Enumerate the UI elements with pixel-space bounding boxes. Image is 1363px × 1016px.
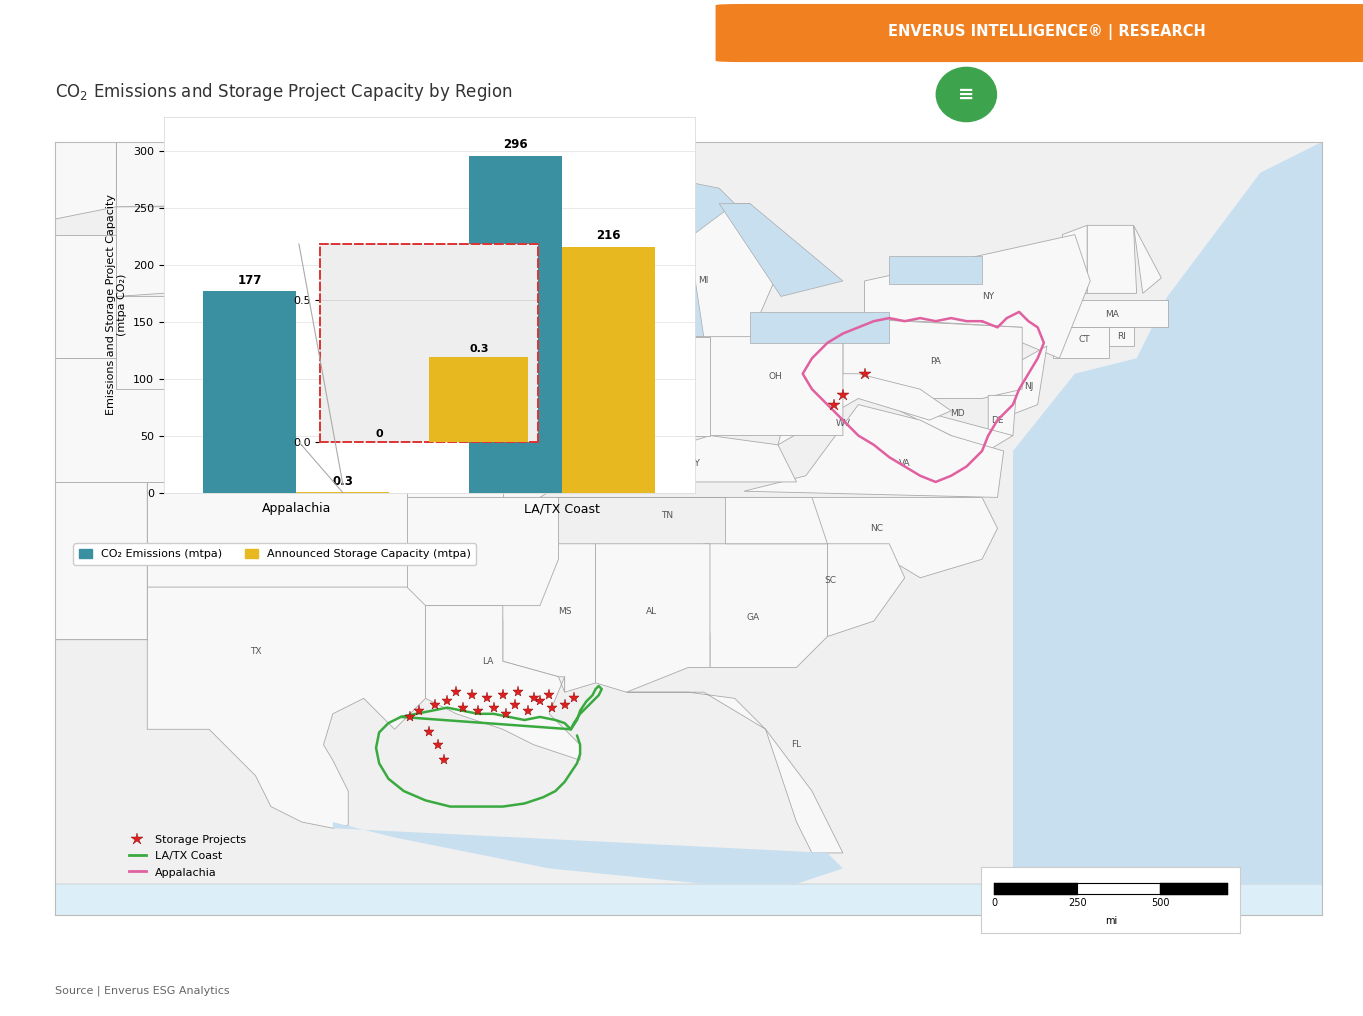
Polygon shape bbox=[35, 142, 1322, 884]
Polygon shape bbox=[540, 498, 827, 544]
Polygon shape bbox=[408, 498, 559, 606]
Polygon shape bbox=[327, 111, 564, 281]
Text: 0.3: 0.3 bbox=[333, 474, 353, 488]
Polygon shape bbox=[1054, 327, 1108, 359]
Polygon shape bbox=[703, 544, 827, 668]
Polygon shape bbox=[988, 395, 1015, 436]
Polygon shape bbox=[116, 297, 301, 389]
Polygon shape bbox=[35, 587, 425, 828]
Legend: Storage Projects, LA/TX Coast, Appalachia: Storage Projects, LA/TX Coast, Appalachi… bbox=[124, 829, 251, 883]
Polygon shape bbox=[842, 318, 1022, 398]
Polygon shape bbox=[0, 482, 147, 658]
Text: 500: 500 bbox=[1150, 898, 1169, 908]
Text: ENVERUS INTELLIGENCE® | RESEARCH: ENVERUS INTELLIGENCE® | RESEARCH bbox=[887, 23, 1206, 40]
Text: NY: NY bbox=[983, 292, 994, 301]
Polygon shape bbox=[611, 336, 710, 436]
Polygon shape bbox=[744, 404, 1003, 498]
Text: NJ: NJ bbox=[1024, 382, 1033, 390]
Polygon shape bbox=[657, 203, 781, 336]
Polygon shape bbox=[496, 544, 596, 692]
Polygon shape bbox=[503, 312, 611, 498]
Legend: CO₂ Emissions (mtpa), Announced Storage Capacity (mtpa): CO₂ Emissions (mtpa), Announced Storage … bbox=[74, 544, 476, 565]
Polygon shape bbox=[596, 544, 710, 692]
Polygon shape bbox=[333, 822, 842, 884]
Polygon shape bbox=[998, 345, 1047, 420]
Text: TX: TX bbox=[249, 647, 262, 656]
FancyBboxPatch shape bbox=[716, 4, 1363, 62]
Text: MA: MA bbox=[1105, 311, 1119, 319]
Text: CT: CT bbox=[1078, 335, 1090, 344]
Polygon shape bbox=[725, 498, 998, 578]
Polygon shape bbox=[1013, 142, 1322, 884]
Text: TN: TN bbox=[661, 511, 673, 520]
Polygon shape bbox=[0, 235, 116, 359]
Text: ≡: ≡ bbox=[958, 85, 975, 104]
Text: mi: mi bbox=[1105, 916, 1116, 927]
Text: IN: IN bbox=[662, 376, 672, 384]
Text: NC: NC bbox=[871, 524, 883, 532]
Text: GA: GA bbox=[747, 614, 759, 623]
Text: 216: 216 bbox=[597, 230, 622, 242]
Polygon shape bbox=[627, 692, 842, 853]
Polygon shape bbox=[827, 544, 905, 637]
Bar bbox=[429, 357, 529, 442]
Bar bbox=[562, 247, 656, 493]
Polygon shape bbox=[864, 235, 1090, 359]
Polygon shape bbox=[348, 281, 503, 312]
Text: MS: MS bbox=[557, 608, 571, 617]
Circle shape bbox=[936, 67, 996, 122]
Polygon shape bbox=[116, 207, 348, 297]
Text: VA: VA bbox=[900, 459, 910, 468]
Text: OH: OH bbox=[767, 372, 782, 381]
Polygon shape bbox=[369, 371, 503, 498]
Polygon shape bbox=[488, 142, 735, 250]
Text: 0.3: 0.3 bbox=[469, 344, 489, 355]
Bar bbox=[469, 155, 562, 493]
Text: 0: 0 bbox=[991, 898, 998, 908]
Polygon shape bbox=[750, 312, 889, 342]
Text: SC: SC bbox=[825, 576, 837, 585]
Polygon shape bbox=[564, 436, 796, 482]
Polygon shape bbox=[1134, 226, 1161, 294]
Polygon shape bbox=[1108, 327, 1134, 345]
Text: WV: WV bbox=[836, 419, 851, 428]
Polygon shape bbox=[778, 374, 951, 445]
Polygon shape bbox=[1088, 226, 1137, 294]
Text: 296: 296 bbox=[503, 138, 527, 151]
Polygon shape bbox=[874, 398, 1013, 454]
Polygon shape bbox=[889, 256, 981, 284]
Text: PA: PA bbox=[930, 357, 940, 366]
Polygon shape bbox=[710, 318, 842, 436]
Text: 250: 250 bbox=[1067, 898, 1086, 908]
Text: AL: AL bbox=[646, 608, 657, 617]
Text: KY: KY bbox=[690, 459, 701, 468]
Polygon shape bbox=[0, 111, 116, 250]
Polygon shape bbox=[0, 359, 179, 482]
Polygon shape bbox=[627, 203, 703, 336]
Polygon shape bbox=[720, 203, 842, 297]
Y-axis label: Emissions and Storage Project Capacity
(mtpa CO₂): Emissions and Storage Project Capacity (… bbox=[105, 194, 127, 416]
Polygon shape bbox=[116, 111, 327, 207]
Polygon shape bbox=[1059, 300, 1168, 327]
Text: Source | Enverus ESG Analytics: Source | Enverus ESG Analytics bbox=[55, 986, 229, 996]
Text: RI: RI bbox=[1116, 332, 1126, 341]
Text: MI: MI bbox=[699, 276, 709, 285]
Text: DE: DE bbox=[991, 416, 1003, 425]
Text: 177: 177 bbox=[237, 273, 262, 287]
Polygon shape bbox=[425, 606, 581, 760]
Polygon shape bbox=[147, 482, 408, 587]
Text: 0: 0 bbox=[376, 429, 383, 439]
Polygon shape bbox=[459, 173, 627, 312]
Text: MD: MD bbox=[950, 409, 965, 419]
Text: LA: LA bbox=[481, 656, 493, 665]
Polygon shape bbox=[1062, 226, 1088, 297]
Text: FL: FL bbox=[792, 741, 801, 749]
Bar bbox=[203, 292, 297, 493]
Text: CO$_2$ Emissions and Storage Project Capacity by Region: CO$_2$ Emissions and Storage Project Cap… bbox=[55, 81, 512, 104]
Polygon shape bbox=[179, 389, 369, 482]
